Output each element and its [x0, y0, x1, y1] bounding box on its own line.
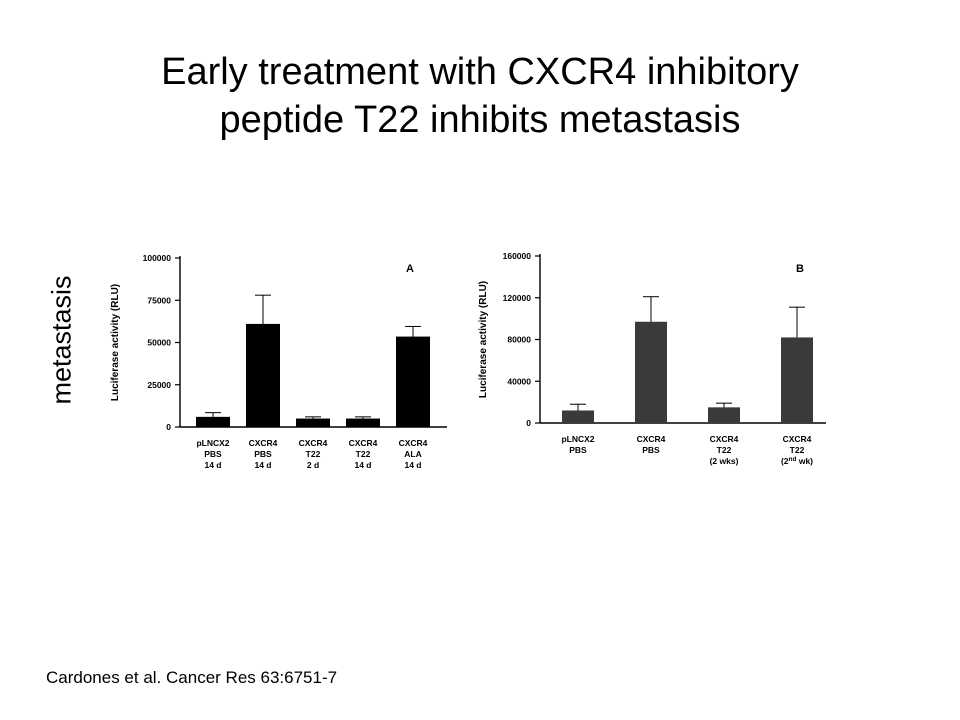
- citation: Cardones et al. Cancer Res 63:6751-7: [46, 668, 338, 687]
- category-label: PBS: [569, 445, 587, 455]
- bar: [396, 336, 430, 427]
- category-label: 14 d: [404, 460, 421, 470]
- category-label: T22: [306, 449, 321, 459]
- panel-label: A: [406, 263, 414, 275]
- y-axis-label: Luciferase activity (RLU): [110, 284, 121, 401]
- category-label: ALA: [404, 449, 421, 459]
- bar: [346, 418, 380, 427]
- y-tick-label: 120000: [503, 293, 532, 303]
- bar: [635, 321, 667, 423]
- category-label: (2nd wk): [781, 456, 813, 467]
- bar: [196, 416, 230, 427]
- category-label: T22: [790, 445, 805, 455]
- category-label: CXCR4: [299, 438, 328, 448]
- bar: [246, 323, 280, 427]
- y-tick-label: 0: [526, 418, 531, 428]
- category-label: CXCR4: [783, 434, 812, 444]
- category-label: PBS: [642, 445, 660, 455]
- category-label: PBS: [254, 449, 272, 459]
- category-label: PBS: [204, 449, 222, 459]
- category-label: pLNCX2: [196, 438, 229, 448]
- bar: [708, 407, 740, 423]
- y-axis-label: Luciferase activity (RLU): [478, 281, 489, 398]
- y-tick-label: 50000: [147, 338, 171, 348]
- category-label: CXCR4: [637, 434, 666, 444]
- bar: [781, 337, 813, 423]
- y-tick-label: 100000: [143, 253, 172, 263]
- category-label: (2 wks): [710, 456, 739, 466]
- category-label: T22: [717, 445, 732, 455]
- slide-title-line-1: Early treatment with CXCR4 inhibitory: [161, 51, 799, 93]
- category-label: CXCR4: [710, 434, 739, 444]
- category-label: 14 d: [204, 460, 221, 470]
- category-label: CXCR4: [249, 438, 278, 448]
- slide-title-line-2: peptide T22 inhibits metastasis: [219, 99, 741, 141]
- y-tick-label: 160000: [503, 251, 532, 261]
- category-label: pLNCX2: [561, 434, 594, 444]
- y-tick-label: 0: [166, 422, 171, 432]
- slide-title: Early treatment with CXCR4 inhibitory pe…: [0, 48, 960, 144]
- y-tick-label: 40000: [507, 376, 531, 386]
- category-label: CXCR4: [349, 438, 378, 448]
- y-tick-label: 80000: [507, 335, 531, 345]
- category-label: 14 d: [254, 460, 271, 470]
- y-tick-label: 75000: [147, 295, 171, 305]
- panel-label: B: [796, 263, 804, 275]
- category-label: CXCR4: [399, 438, 428, 448]
- bar: [296, 418, 330, 427]
- bar: [562, 410, 594, 423]
- y-tick-label: 25000: [147, 380, 171, 390]
- category-label: 14 d: [354, 460, 371, 470]
- category-label: 2 d: [307, 460, 319, 470]
- category-label: T22: [356, 449, 371, 459]
